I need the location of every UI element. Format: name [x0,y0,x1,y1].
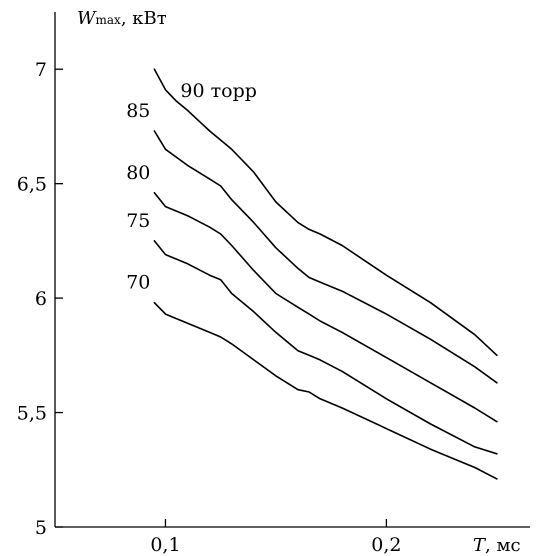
series-line-3 [153,192,498,423]
x-tick-label: 0,2 [371,534,401,556]
x-axis-unit: , мс [485,535,521,556]
y-tick-label: 5 [35,517,47,539]
y-axis-ticks: 5 5,5 6 6,5 7 [17,59,63,539]
y-tick-label: 6,5 [17,174,47,196]
series-label-3: 80 [126,162,150,184]
y-tick-label: 6 [35,288,47,310]
series-label-1: 90 торр [180,80,257,102]
chart-axes [54,12,530,528]
series-label-4: 75 [126,210,150,232]
series-label-5: 70 [126,272,150,294]
x-axis-ticks: 0,1 0,2 [150,519,402,556]
series-label-2: 85 [126,100,150,122]
x-axis-symbol: T [473,535,487,556]
series-labels: 90 торр 85 80 75 70 [126,80,257,293]
chart-series [153,68,498,480]
x-axis-label: T, мс [473,535,521,556]
y-axis-unit: , кВт [121,8,167,29]
series-line-5 [153,301,498,480]
y-axis-symbol: W [77,8,97,29]
series-line-1 [153,68,498,357]
y-axis-subscript: max [96,13,122,27]
y-tick-label: 5,5 [17,403,47,425]
series-line-4 [153,240,498,455]
series-line-2 [153,130,498,384]
y-axis-label: Wmax, кВт [77,8,167,29]
x-tick-label: 0,1 [150,534,180,556]
y-tick-label: 7 [35,59,47,81]
